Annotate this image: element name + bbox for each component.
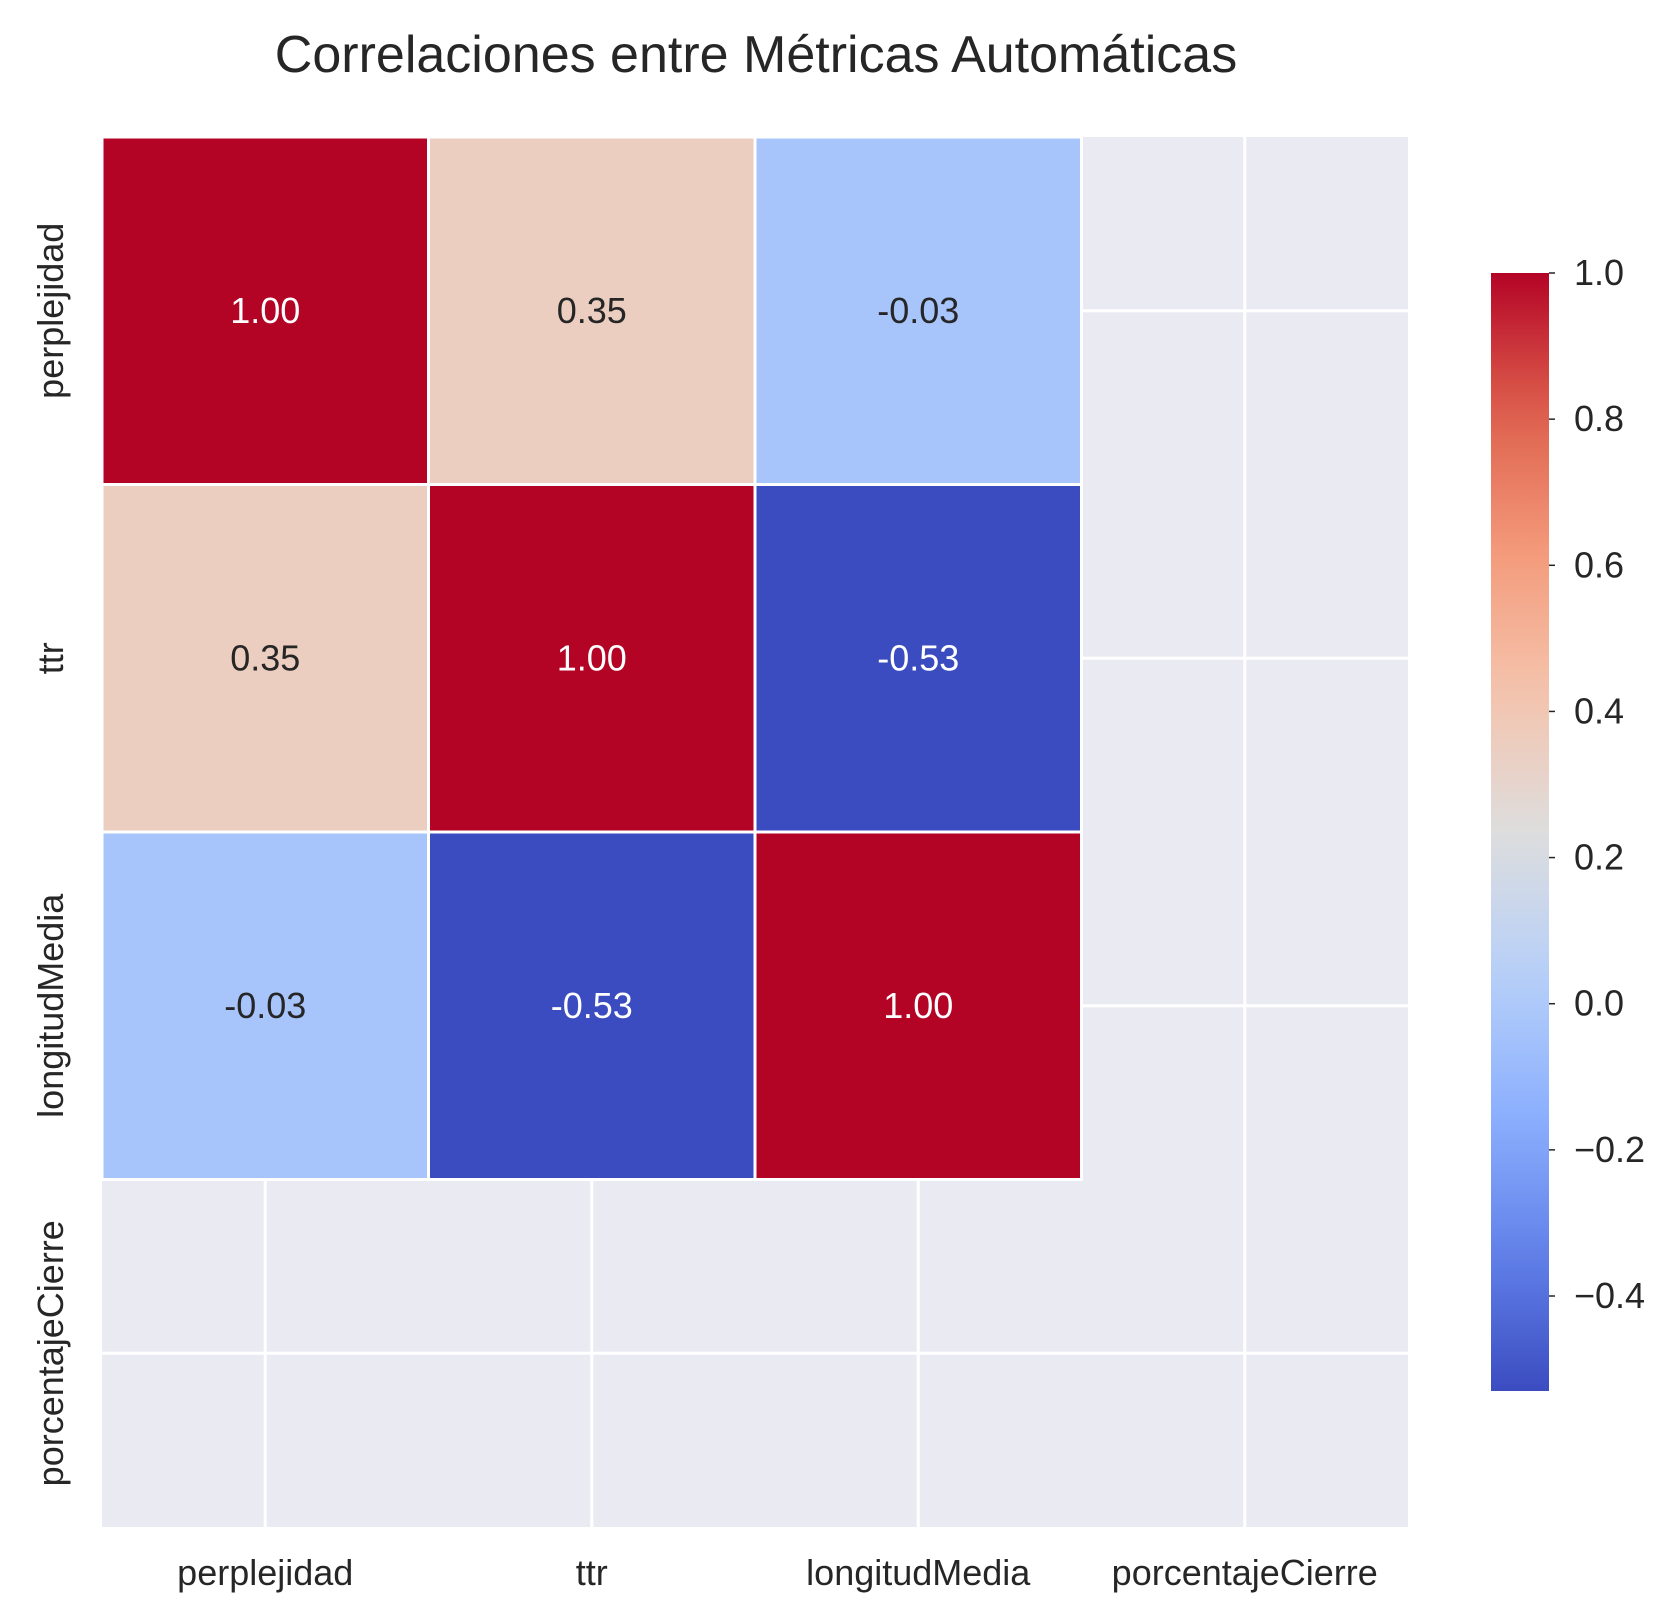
heatmap-cells <box>100 135 1083 1181</box>
colorbar-tick-label: 0.4 <box>1574 690 1624 731</box>
y-tick-label: ttr <box>30 642 71 674</box>
cell-annotations: 1.00 0.35 -0.03 0.35 1.00 -0.53 -0.03 -0.53 1.00 <box>224 290 959 1026</box>
cell-annotation: 0.35 <box>230 637 300 678</box>
colorbar-tick-label: −0.2 <box>1574 1129 1645 1170</box>
cell-annotation: 1.00 <box>883 985 953 1026</box>
x-tick-label: ttr <box>576 1552 608 1593</box>
colorbar: 1.0 0.8 0.6 0.4 0.2 0.0 −0.2 −0.4 <box>1491 252 1645 1391</box>
heatmap-cell <box>753 135 1083 486</box>
chart-title: Correlaciones entre Métricas Automáticas <box>275 26 1237 84</box>
y-tick-label: longitudMedia <box>30 893 71 1118</box>
heatmap-cell <box>100 135 430 486</box>
colorbar-tick-label: 0.2 <box>1574 837 1624 878</box>
x-tick-label: porcentajeCierre <box>1112 1552 1378 1593</box>
cell-annotation: 1.00 <box>230 290 300 331</box>
cell-annotation: 1.00 <box>557 637 627 678</box>
colorbar-tick-label: 0.6 <box>1574 544 1624 585</box>
y-tick-label: perplejidad <box>30 223 71 399</box>
y-tick-label: porcentajeCierre <box>30 1220 71 1486</box>
heatmap-cell <box>100 830 430 1181</box>
cell-annotation: -0.03 <box>224 985 306 1026</box>
x-tick-labels: perplejidad ttr longitudMedia porcentajeCie… <box>177 1552 1378 1593</box>
colorbar-tick-label: 0.8 <box>1574 398 1624 439</box>
x-tick-label: perplejidad <box>177 1552 353 1593</box>
heatmap-cell <box>753 483 1083 834</box>
heatmap-cell <box>100 483 430 834</box>
cell-annotation: 0.35 <box>557 290 627 331</box>
heatmap-cell <box>427 483 757 834</box>
cell-annotation: -0.03 <box>877 290 959 331</box>
colorbar-tick-label: 1.0 <box>1574 252 1624 293</box>
colorbar-gradient <box>1491 273 1549 1391</box>
x-tick-label: longitudMedia <box>806 1552 1031 1593</box>
cell-annotation: -0.53 <box>877 637 959 678</box>
colorbar-tick-label: 0.0 <box>1574 983 1624 1024</box>
colorbar-tick-label: −0.4 <box>1574 1275 1645 1316</box>
heatmap-cell <box>427 135 757 486</box>
heatmap-cell <box>753 830 1083 1181</box>
y-tick-labels: perplejidad ttr longitudMedia porcentajeCie… <box>30 223 71 1487</box>
cell-annotation: -0.53 <box>551 985 633 1026</box>
